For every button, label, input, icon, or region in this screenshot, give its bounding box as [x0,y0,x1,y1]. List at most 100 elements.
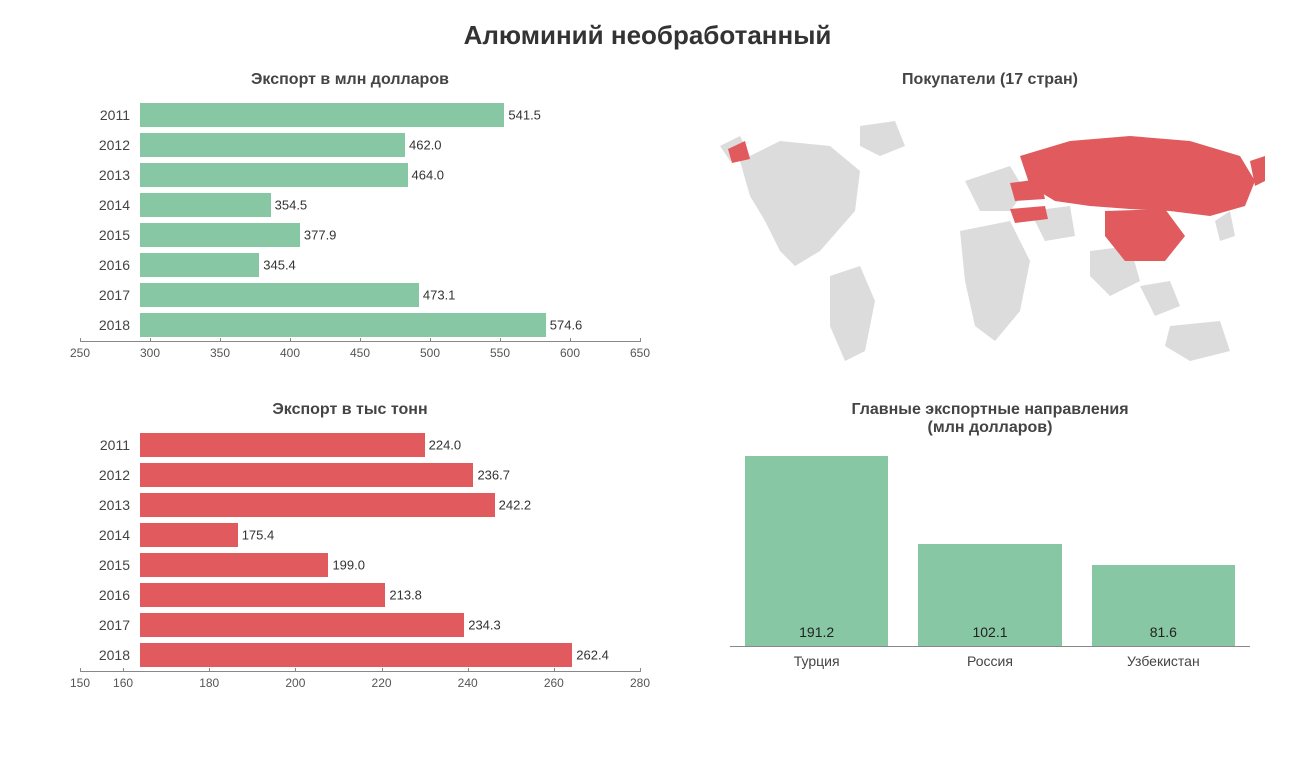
export-tons-bar [140,583,385,607]
export-directions-xlabel: Россия [918,653,1061,669]
export-tons-track: 234.3 [140,611,640,639]
export-usd-value: 473.1 [423,288,456,303]
main-title: Алюминий необработанный [20,20,1275,51]
export-tons-ylabel: 2017 [80,617,130,633]
export-tons-xtick: 280 [630,672,650,690]
export-usd-bar [140,223,300,247]
export-usd-value: 345.4 [263,258,296,273]
export-usd-row: 2011 541.5 [80,101,640,129]
export-tons-value: 199.0 [332,558,365,573]
export-tons-ylabel: 2014 [80,527,130,543]
export-tons-value: 224.0 [429,438,462,453]
export-tons-value: 262.4 [576,648,609,663]
export-directions-col: 102.1 [918,447,1061,646]
export-usd-bar [140,193,271,217]
export-usd-track: 354.5 [140,191,640,219]
export-tons-track: 175.4 [140,521,640,549]
export-tons-track: 262.4 [140,641,640,669]
world-map-svg [700,101,1280,381]
export-tons-value: 234.3 [468,618,501,633]
export-usd-row: 2014354.5 [80,191,640,219]
export-usd-value: 377.9 [304,228,337,243]
export-usd-bar [140,133,405,157]
export-tons-track: 199.0 [140,551,640,579]
export-usd-xtick: 650 [630,342,650,360]
export-directions-title-2: (млн долларов) [700,419,1280,437]
export-usd-xtick: 250 [70,342,90,360]
export-usd-value: 574.6 [550,318,583,333]
world-map [700,101,1280,381]
export-tons-row: 2017 234.3 [80,611,640,639]
export-tons-row: 2016213.8 [80,581,640,609]
export-usd-xtick: 350 [210,342,230,360]
export-usd-xtick: 550 [490,342,510,360]
export-directions-value: 102.1 [918,624,1061,640]
export-usd-xtick: 600 [560,342,580,360]
export-tons-ylabel: 2015 [80,557,130,573]
export-tons-xtick: 240 [458,672,478,690]
export-usd-bar [140,283,419,307]
export-tons-xaxis: 150160180200220240260280 [80,671,640,691]
export-usd-track: 541.5 [140,101,640,129]
export-tons-bar [140,643,572,667]
export-usd-title: Экспорт в млн долларов [20,71,680,89]
export-usd-track: 464.0 [140,161,640,189]
export-tons-track: 242.2 [140,491,640,519]
export-usd-xaxis: 250300350400450500550600650 [80,341,640,361]
export-directions-bar: 102.1 [918,544,1061,646]
export-usd-ylabel: 2015 [80,227,130,243]
export-tons-xtick: 160 [113,672,133,690]
export-usd-value: 354.5 [275,198,308,213]
buyers-map-panel: Покупатели (17 стран) [700,71,1280,391]
export-tons-xtick: 150 [70,672,90,690]
export-directions-chart: 191.2 102.1 81.6 [730,447,1250,647]
export-usd-row: 2015 377.9 [80,221,640,249]
export-usd-row: 2016 345.4 [80,251,640,279]
export-usd-track: 462.0 [140,131,640,159]
export-usd-ylabel: 2011 [80,107,130,123]
export-tons-ylabel: 2012 [80,467,130,483]
dashboard-grid: Экспорт в млн долларов 2011 541.5 2012 462.… [20,71,1275,721]
export-directions-panel: Главные экспортные направления (млн долл… [700,401,1280,721]
export-usd-ylabel: 2016 [80,257,130,273]
export-usd-ylabel: 2013 [80,167,130,183]
export-tons-ylabel: 2013 [80,497,130,513]
export-directions-title: Главные экспортные направления (млн долл… [700,401,1280,437]
export-usd-track: 345.4 [140,251,640,279]
export-usd-value: 462.0 [409,138,442,153]
export-usd-xtick: 450 [350,342,370,360]
export-usd-bar [140,163,408,187]
export-tons-track: 224.0 [140,431,640,459]
export-tons-row: 2015 199.0 [80,551,640,579]
export-directions-col: 191.2 [745,447,888,646]
export-usd-xtick: 300 [140,342,160,360]
export-usd-ylabel: 2018 [80,317,130,333]
export-directions-bar: 81.6 [1092,565,1235,646]
export-directions-xlabel: Узбекистан [1092,653,1235,669]
export-tons-row: 2018262.4 [80,641,640,669]
export-tons-xtick: 260 [544,672,564,690]
export-tons-value: 242.2 [499,498,532,513]
export-tons-xtick: 200 [285,672,305,690]
export-tons-value: 213.8 [389,588,422,603]
export-usd-track: 574.6 [140,311,640,339]
export-usd-row: 2013 464.0 [80,161,640,189]
export-usd-ylabel: 2012 [80,137,130,153]
export-tons-row: 2011224.0 [80,431,640,459]
export-directions-value: 81.6 [1092,624,1235,640]
export-usd-xtick: 400 [280,342,300,360]
export-tons-xtick: 180 [199,672,219,690]
export-directions-value: 191.2 [745,624,888,640]
export-usd-track: 377.9 [140,221,640,249]
buyers-map-title: Покупатели (17 стран) [700,71,1280,89]
export-usd-ylabel: 2017 [80,287,130,303]
export-usd-value: 464.0 [412,168,445,183]
export-directions-xlabel: Турция [745,653,888,669]
export-tons-bar [140,553,328,577]
export-tons-value: 175.4 [242,528,275,543]
export-tons-bar [140,613,464,637]
export-tons-value: 236.7 [477,468,510,483]
export-tons-track: 236.7 [140,461,640,489]
export-tons-bar [140,493,495,517]
export-tons-panel: Экспорт в тыс тонн 2011224.02012236.7201… [20,401,680,721]
